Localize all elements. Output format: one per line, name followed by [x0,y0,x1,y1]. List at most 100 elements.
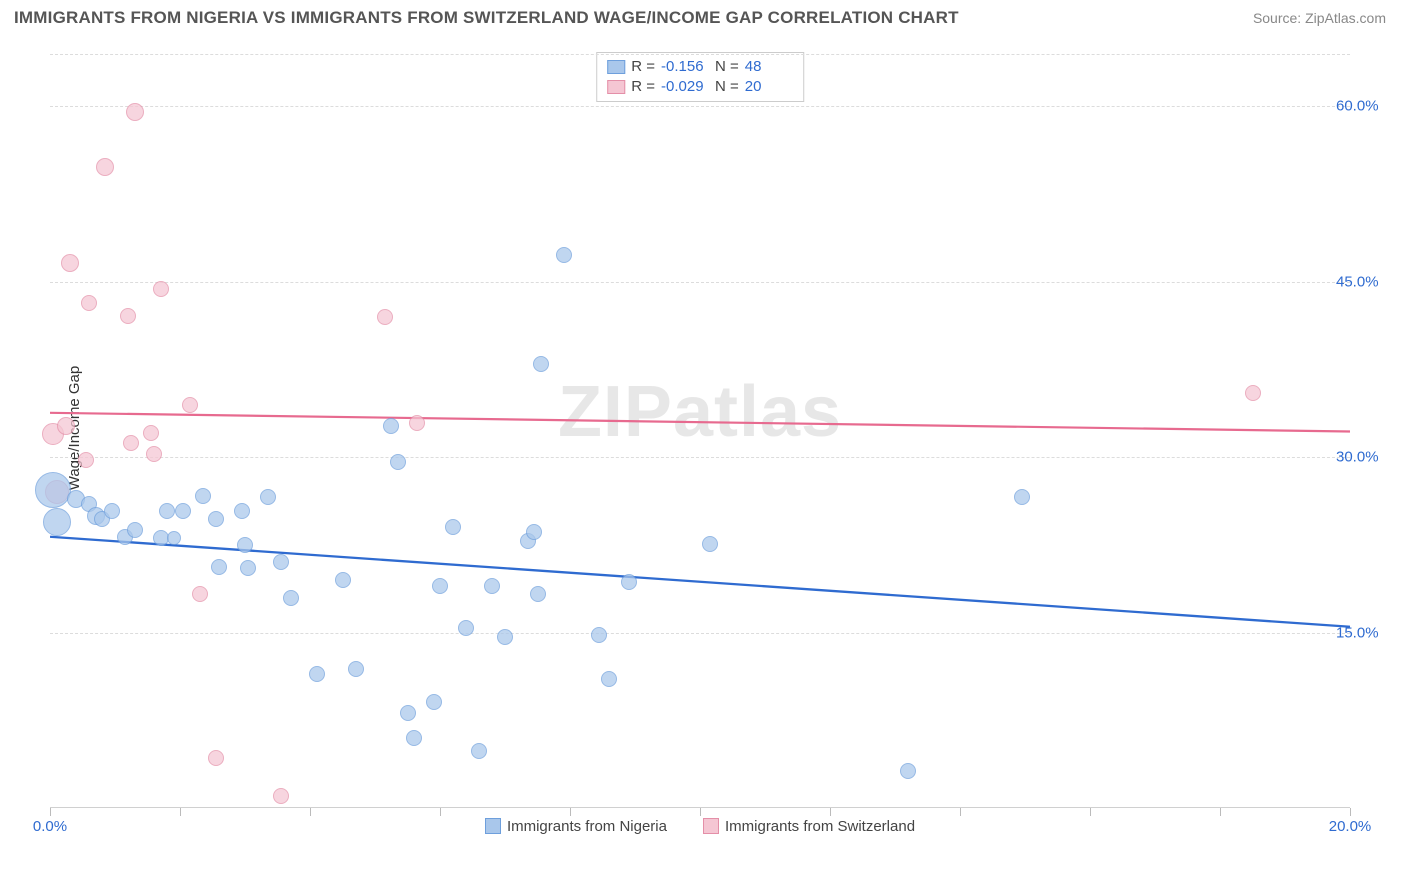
grid-line [50,106,1350,107]
data-point [1245,385,1261,401]
data-point [533,356,549,372]
data-point [400,705,416,721]
watermark: ZIPatlas [558,371,842,453]
x-tick-label: 20.0% [1329,818,1372,835]
grid-line [50,282,1350,283]
data-point [409,415,425,431]
legend-swatch [607,60,625,74]
n-label: N = [715,77,739,97]
y-tick-label: 60.0% [1336,98,1396,115]
source-attribution: Source: ZipAtlas.com [1253,10,1386,26]
data-point [208,750,224,766]
data-point [153,281,169,297]
legend-row: R = -0.029 N = 20 [607,77,793,97]
data-point [471,743,487,759]
data-point [383,418,399,434]
grid-line [50,54,1350,55]
data-point [377,309,393,325]
y-tick-label: 30.0% [1336,449,1396,466]
data-point [78,452,94,468]
legend-item: Immigrants from Switzerland [703,818,915,835]
x-tick [960,808,961,816]
data-point [240,560,256,576]
correlation-legend: R =-0.156N =48R =-0.029N =20 [596,52,804,102]
data-point [484,578,500,594]
data-point [526,524,542,540]
data-point [432,578,448,594]
data-point [530,586,546,602]
data-point [182,397,198,413]
n-value: 48 [745,57,793,77]
data-point [211,559,227,575]
data-point [348,661,364,677]
data-point [195,488,211,504]
data-point [104,503,120,519]
x-tick-label: 0.0% [33,818,67,835]
x-tick [1090,808,1091,816]
legend-swatch [703,818,719,834]
x-tick [1220,808,1221,816]
data-point [61,254,79,272]
scatter-chart: Wage/Income Gap ZIPatlas R =-0.156N =48R… [50,48,1396,848]
data-point [458,620,474,636]
x-tick [440,808,441,816]
data-point [159,503,175,519]
data-point [127,522,143,538]
data-point [120,308,136,324]
data-point [35,472,71,508]
data-point [273,554,289,570]
legend-row: R =-0.156N =48 [607,57,793,77]
grid-line [50,457,1350,458]
legend-swatch [485,818,501,834]
data-point [175,503,191,519]
data-point [81,295,97,311]
data-point [406,730,422,746]
y-tick-label: 15.0% [1336,624,1396,641]
plot-area: Wage/Income Gap ZIPatlas R =-0.156N =48R… [50,48,1350,808]
data-point [260,489,276,505]
x-tick [310,808,311,816]
data-point [167,531,181,545]
n-value: 20 [745,77,793,97]
data-point [273,788,289,804]
r-label: R = [631,57,655,77]
data-point [146,446,162,462]
data-point [601,671,617,687]
x-tick [830,808,831,816]
legend-swatch [607,80,625,94]
n-label: N = [715,57,739,77]
data-point [192,586,208,602]
data-point [143,425,159,441]
data-point [57,417,75,435]
series-legend: Immigrants from Nigeria Immigrants from S… [50,818,1350,835]
data-point [426,694,442,710]
data-point [1014,489,1030,505]
data-point [126,103,144,121]
x-tick [570,808,571,816]
data-point [208,511,224,527]
grid-line [50,633,1350,634]
data-point [237,537,253,553]
y-tick-label: 45.0% [1336,273,1396,290]
legend-label: Immigrants from Switzerland [725,818,915,835]
data-point [309,666,325,682]
legend-item: Immigrants from Nigeria [485,818,667,835]
data-point [43,508,71,536]
data-point [96,158,114,176]
data-point [556,247,572,263]
data-point [234,503,250,519]
r-value: -0.029 [661,77,709,97]
data-point [335,572,351,588]
data-point [702,536,718,552]
data-point [123,435,139,451]
x-tick [700,808,701,816]
chart-title: IMMIGRANTS FROM NIGERIA VS IMMIGRANTS FR… [14,8,959,28]
data-point [900,763,916,779]
x-tick [50,808,51,816]
data-point [497,629,513,645]
data-point [390,454,406,470]
r-label: R = [631,77,655,97]
x-tick [180,808,181,816]
data-point [283,590,299,606]
data-point [591,627,607,643]
